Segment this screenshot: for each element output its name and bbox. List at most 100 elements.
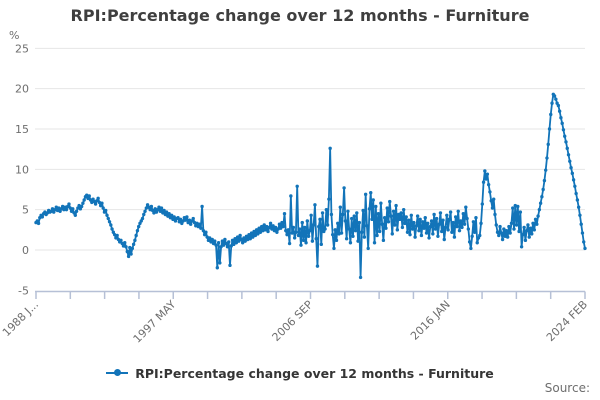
data-point bbox=[244, 234, 249, 238]
data-point bbox=[507, 224, 511, 229]
data-point bbox=[336, 221, 340, 226]
data-point bbox=[262, 223, 266, 227]
data-point bbox=[81, 201, 85, 205]
data-point bbox=[258, 230, 263, 234]
data-point bbox=[295, 184, 299, 188]
data-point bbox=[149, 204, 154, 209]
data-point bbox=[342, 186, 346, 190]
data-point bbox=[296, 233, 301, 238]
data-point bbox=[263, 228, 268, 232]
data-point bbox=[106, 216, 110, 221]
data-point bbox=[219, 245, 223, 249]
data-point bbox=[243, 239, 247, 243]
data-point bbox=[201, 228, 206, 233]
data-point bbox=[426, 221, 430, 226]
data-point bbox=[415, 214, 420, 218]
data-point bbox=[247, 232, 251, 237]
data-point bbox=[266, 229, 270, 234]
data-point bbox=[363, 192, 368, 197]
data-point bbox=[547, 127, 552, 131]
data-point bbox=[352, 214, 356, 218]
data-point bbox=[457, 228, 462, 233]
data-point bbox=[556, 103, 561, 108]
data-point bbox=[259, 224, 264, 229]
data-point bbox=[511, 206, 515, 210]
data-point bbox=[365, 224, 369, 228]
data-point bbox=[162, 208, 166, 213]
data-point bbox=[270, 227, 274, 231]
data-point bbox=[280, 220, 284, 225]
data-point bbox=[143, 209, 147, 213]
data-point bbox=[371, 198, 375, 202]
legend-series-marker-icon bbox=[106, 368, 129, 378]
data-point bbox=[418, 217, 422, 222]
data-point bbox=[329, 212, 334, 217]
data-point bbox=[344, 237, 349, 241]
data-point bbox=[257, 226, 261, 230]
data-point bbox=[164, 210, 169, 214]
data-point bbox=[361, 208, 365, 213]
data-point bbox=[330, 232, 335, 237]
data-point bbox=[123, 241, 127, 245]
data-point bbox=[254, 228, 259, 232]
data-point bbox=[130, 246, 135, 251]
data-point bbox=[234, 241, 239, 245]
data-point bbox=[499, 231, 504, 235]
y-tick-label: 25 bbox=[15, 42, 29, 55]
data-point bbox=[319, 242, 323, 247]
data-point bbox=[388, 199, 392, 204]
data-point bbox=[133, 238, 137, 243]
data-point bbox=[310, 239, 315, 243]
data-point bbox=[125, 249, 129, 254]
data-point bbox=[470, 234, 474, 238]
data-point bbox=[571, 178, 576, 182]
data-point bbox=[191, 216, 195, 221]
data-point bbox=[461, 212, 465, 216]
data-point bbox=[235, 235, 240, 239]
data-point bbox=[576, 205, 581, 209]
data-point bbox=[489, 199, 493, 203]
data-point bbox=[292, 236, 297, 240]
legend[interactable]: RPI:Percentage change over 12 months - F… bbox=[0, 362, 600, 384]
data-point bbox=[229, 244, 233, 248]
data-point bbox=[427, 236, 431, 240]
data-point bbox=[442, 237, 446, 242]
data-point bbox=[357, 220, 362, 225]
data-point bbox=[87, 194, 91, 198]
data-point bbox=[517, 229, 521, 234]
data-point bbox=[540, 195, 544, 199]
data-point bbox=[522, 225, 526, 230]
data-point bbox=[436, 234, 440, 238]
data-point bbox=[466, 227, 471, 231]
data-point bbox=[538, 201, 543, 205]
data-point bbox=[474, 216, 478, 220]
data-point bbox=[240, 241, 245, 245]
data-point bbox=[443, 225, 448, 230]
data-point bbox=[494, 223, 498, 227]
data-point bbox=[376, 212, 381, 216]
data-point bbox=[504, 228, 509, 233]
data-point bbox=[185, 215, 189, 219]
y-tick-label: 15 bbox=[15, 123, 29, 136]
data-point bbox=[224, 241, 228, 246]
data-point bbox=[279, 226, 283, 230]
data-point bbox=[479, 221, 483, 226]
data-point bbox=[546, 142, 550, 147]
data-point bbox=[542, 178, 547, 183]
data-point bbox=[391, 209, 396, 213]
data-point bbox=[490, 206, 495, 210]
data-point bbox=[188, 222, 193, 226]
data-point bbox=[518, 210, 523, 214]
data-point bbox=[360, 230, 364, 234]
data-point bbox=[424, 231, 429, 235]
data-point bbox=[353, 228, 358, 233]
data-point bbox=[564, 140, 568, 144]
data-point bbox=[450, 230, 454, 234]
data-point bbox=[379, 201, 383, 205]
data-point bbox=[343, 219, 348, 223]
data-point bbox=[396, 212, 401, 217]
data-point bbox=[469, 246, 473, 251]
data-point bbox=[566, 153, 571, 157]
data-point bbox=[96, 196, 100, 201]
